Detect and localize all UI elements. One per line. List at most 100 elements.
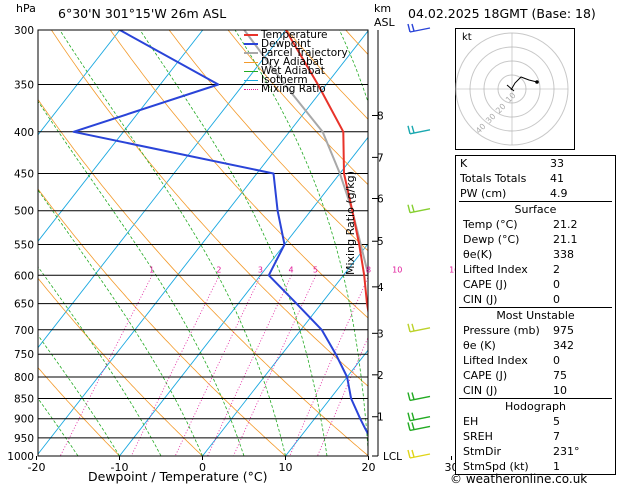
x-axis-label: Dewpoint / Temperature (°C) <box>88 469 268 484</box>
wind-barb-flag <box>407 422 411 431</box>
index-row-pw: PW (cm) 4.9 <box>460 187 568 200</box>
pressure-tick-label: 1000 <box>7 451 34 463</box>
pressure-tick-label: 400 <box>14 127 34 139</box>
mixing-ratio-line <box>233 275 317 456</box>
surface-lifted-index: Lifted Index 2 <box>463 263 560 276</box>
pressure-tick-label: 950 <box>14 433 34 445</box>
legend-mixing-ratio: Mixing Ratio <box>244 83 326 95</box>
mixing-ratio-line <box>59 275 153 456</box>
mu-cape: CAPE (J) 75 <box>463 369 567 382</box>
legend-swatch <box>244 88 258 90</box>
legend-swatch <box>244 79 258 81</box>
hodo-eh: EH 5 <box>463 415 560 428</box>
mixing-ratio-label: 3 <box>258 265 263 274</box>
wind-barb-flag <box>407 412 411 421</box>
km-tick-label: 6 <box>377 194 384 206</box>
wind-barb <box>409 453 431 459</box>
dry-adiabat-line <box>227 30 368 186</box>
surface-cape: CAPE (J) 0 <box>463 278 560 291</box>
pressure-tick-label: 850 <box>14 393 34 405</box>
mixing-ratio-label: 5 <box>313 265 318 274</box>
hodo-unit: kt <box>462 32 472 43</box>
location-title: 6°30'N 301°15'W 26m ASL <box>58 6 227 21</box>
x-tick-label: 20 <box>362 461 376 474</box>
most-unstable-section: Most Unstable Pressure (mb) 975 θe (K) 342… <box>459 307 612 398</box>
legend-temperature: Temperature <box>244 29 328 41</box>
dry-adiabat-line <box>38 367 120 456</box>
legend-swatch <box>244 43 258 45</box>
mixing-ratio-label: 16 <box>449 265 459 274</box>
index-row-totals: Totals Totals 41 <box>460 172 564 185</box>
datetime-title: 04.02.2025 18GMT (Base: 18) <box>408 6 596 21</box>
mu-pressure: Pressure (mb) 975 <box>463 324 574 337</box>
km-unit-label: km <box>374 2 392 15</box>
legend-dry-adiabat: Dry Adiabat <box>244 56 324 68</box>
wet-adiabat-line <box>38 397 79 456</box>
km-tick-label: 2 <box>377 370 384 382</box>
x-tick-label: 10 <box>279 461 293 474</box>
surface-temp: Temp (°C) 21.2 <box>463 218 578 231</box>
wind-barb <box>409 208 431 214</box>
mixing-ratio-label: 1 <box>149 265 154 274</box>
isotherm-line <box>285 349 368 456</box>
index-row-k: K 33 <box>460 157 564 170</box>
surface-dewp: Dewp (°C) 21.1 <box>463 233 578 246</box>
pressure-tick-label: 450 <box>14 168 34 180</box>
wind-barb-flag <box>407 449 411 459</box>
wind-barb <box>409 395 431 402</box>
x-tick-label: -10 <box>111 461 129 474</box>
isotherm-line <box>618 30 629 456</box>
hpa-unit-label: hPa <box>16 2 36 15</box>
legend-dewpoint: Dewpoint <box>244 38 311 50</box>
km-tick-label: 7 <box>377 152 384 164</box>
surface-cin: CIN (J) 0 <box>463 293 560 306</box>
pressure-tick-label: 350 <box>14 80 34 92</box>
legend-swatch <box>244 52 258 54</box>
km-tick-label: LCL <box>383 451 402 463</box>
pressure-tick-label: 900 <box>14 414 34 426</box>
hodo-stmspd: StmSpd (kt) 1 <box>463 460 560 473</box>
hodo-end-point <box>535 80 539 84</box>
km-tick-label: 4 <box>377 282 384 294</box>
most-unstable-title: Most Unstable <box>496 309 575 322</box>
mixing-ratio-label: 2 <box>216 265 221 274</box>
credit-text: © weatheronline.co.uk <box>450 472 588 486</box>
pressure-tick-label: 700 <box>14 325 34 337</box>
legend-label: Temperature <box>261 29 328 41</box>
pressure-tick-label: 800 <box>14 372 34 384</box>
hodo-sreh: SREH 7 <box>463 430 560 443</box>
isotherm-line <box>38 30 121 136</box>
legend-parcel: Parcel Trajectory <box>244 48 348 58</box>
mu-lifted-index: Lifted Index 0 <box>463 354 560 367</box>
pressure-tick-label: 550 <box>14 239 34 251</box>
wind-barb-flag <box>407 125 411 134</box>
wind-barb-flag <box>411 125 415 133</box>
legend-label: Isotherm <box>261 74 308 86</box>
legend-label: Dewpoint <box>261 38 311 50</box>
wind-barb-flag <box>411 449 415 458</box>
wind-barb <box>409 129 431 135</box>
wind-barb-flag <box>407 204 411 213</box>
hodograph-section: Hodograph EH 5 SREH 7 StmDir 231° StmSpd (k… <box>459 398 612 474</box>
legend-label: Dry Adiabat <box>261 56 324 68</box>
mixing-ratio-label: 10 <box>392 265 402 274</box>
dry-adiabat-line <box>38 188 286 456</box>
wind-barb-flag <box>411 323 415 331</box>
dewpoint-line <box>72 30 368 436</box>
wind-barb-flag <box>411 412 415 420</box>
legend-label: Mixing Ratio <box>261 83 326 95</box>
hodo-stmdir: StmDir 231° <box>463 445 580 458</box>
legend-isotherm: Isotherm <box>244 74 308 86</box>
legend-swatch <box>244 70 258 72</box>
legend-swatch <box>244 61 258 63</box>
wind-barb-flag <box>411 422 415 430</box>
pressure-tick-label: 750 <box>14 349 34 361</box>
isotherm-line <box>119 136 368 456</box>
wind-barb-flag <box>407 323 411 332</box>
temperature-line <box>284 30 368 316</box>
wind-barb <box>409 27 431 33</box>
x-tick-label: 0 <box>199 461 206 474</box>
wind-barb-flag <box>411 204 415 212</box>
isotherm-line <box>38 30 204 242</box>
